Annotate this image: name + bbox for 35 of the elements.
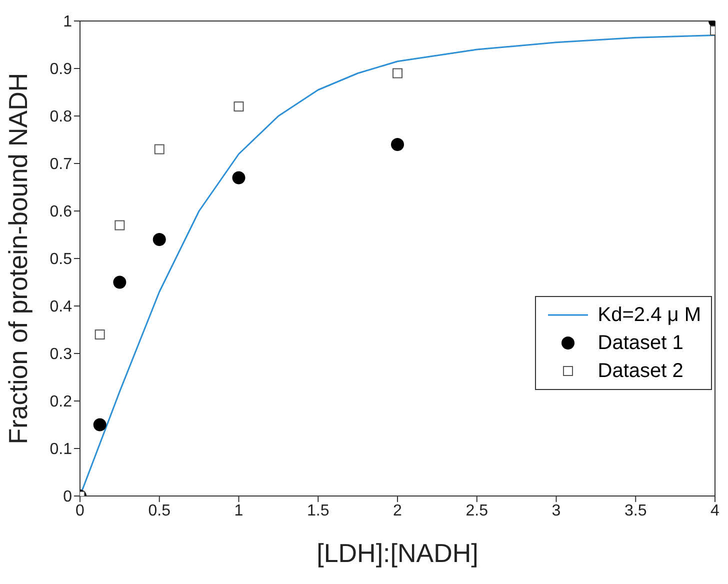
y-tick-label: 0.1 bbox=[50, 441, 72, 458]
legend-label: Kd=2.4 μ M bbox=[598, 304, 701, 326]
y-tick-label: 1 bbox=[63, 14, 72, 31]
y-tick-label: 0.9 bbox=[50, 61, 72, 78]
x-tick-label: 1 bbox=[234, 502, 244, 520]
y-tick-label: 0.2 bbox=[50, 394, 72, 411]
point bbox=[234, 102, 244, 112]
x-tick-label: 2.5 bbox=[466, 502, 488, 520]
y-tick-label: 0.3 bbox=[50, 346, 72, 364]
x-tick-label: 2 bbox=[393, 502, 402, 520]
point bbox=[93, 418, 106, 432]
point bbox=[232, 171, 246, 184]
y-axis-title: Fraction of protein-bound NADH bbox=[3, 72, 34, 444]
x-tick-label: 1.5 bbox=[307, 502, 330, 520]
legend-label: Dataset 1 bbox=[598, 332, 684, 354]
x-tick-label: 3 bbox=[552, 502, 561, 520]
y-tick-label: 0.7 bbox=[50, 156, 72, 174]
y-tick-label: 0.4 bbox=[50, 298, 72, 316]
point bbox=[113, 276, 126, 289]
x-tick-label: 0 bbox=[76, 502, 85, 520]
y-tick-label: 0 bbox=[63, 488, 72, 506]
point bbox=[154, 144, 164, 154]
point bbox=[392, 68, 402, 78]
y-tick-label: 0.8 bbox=[50, 108, 72, 126]
point bbox=[94, 330, 105, 340]
point bbox=[114, 220, 125, 230]
x-tick-label: 4 bbox=[710, 502, 720, 520]
y-tick-label: 0.6 bbox=[50, 204, 72, 221]
x-axis-title: [LDH]:[NADH] bbox=[316, 538, 478, 568]
x-tick-label: 0.5 bbox=[148, 502, 171, 520]
point bbox=[152, 233, 166, 246]
legend-label: Dataset 2 bbox=[598, 360, 684, 382]
x-tick-label: 3.5 bbox=[624, 502, 647, 520]
y-tick-label: 0.5 bbox=[50, 251, 72, 268]
point bbox=[391, 138, 404, 151]
